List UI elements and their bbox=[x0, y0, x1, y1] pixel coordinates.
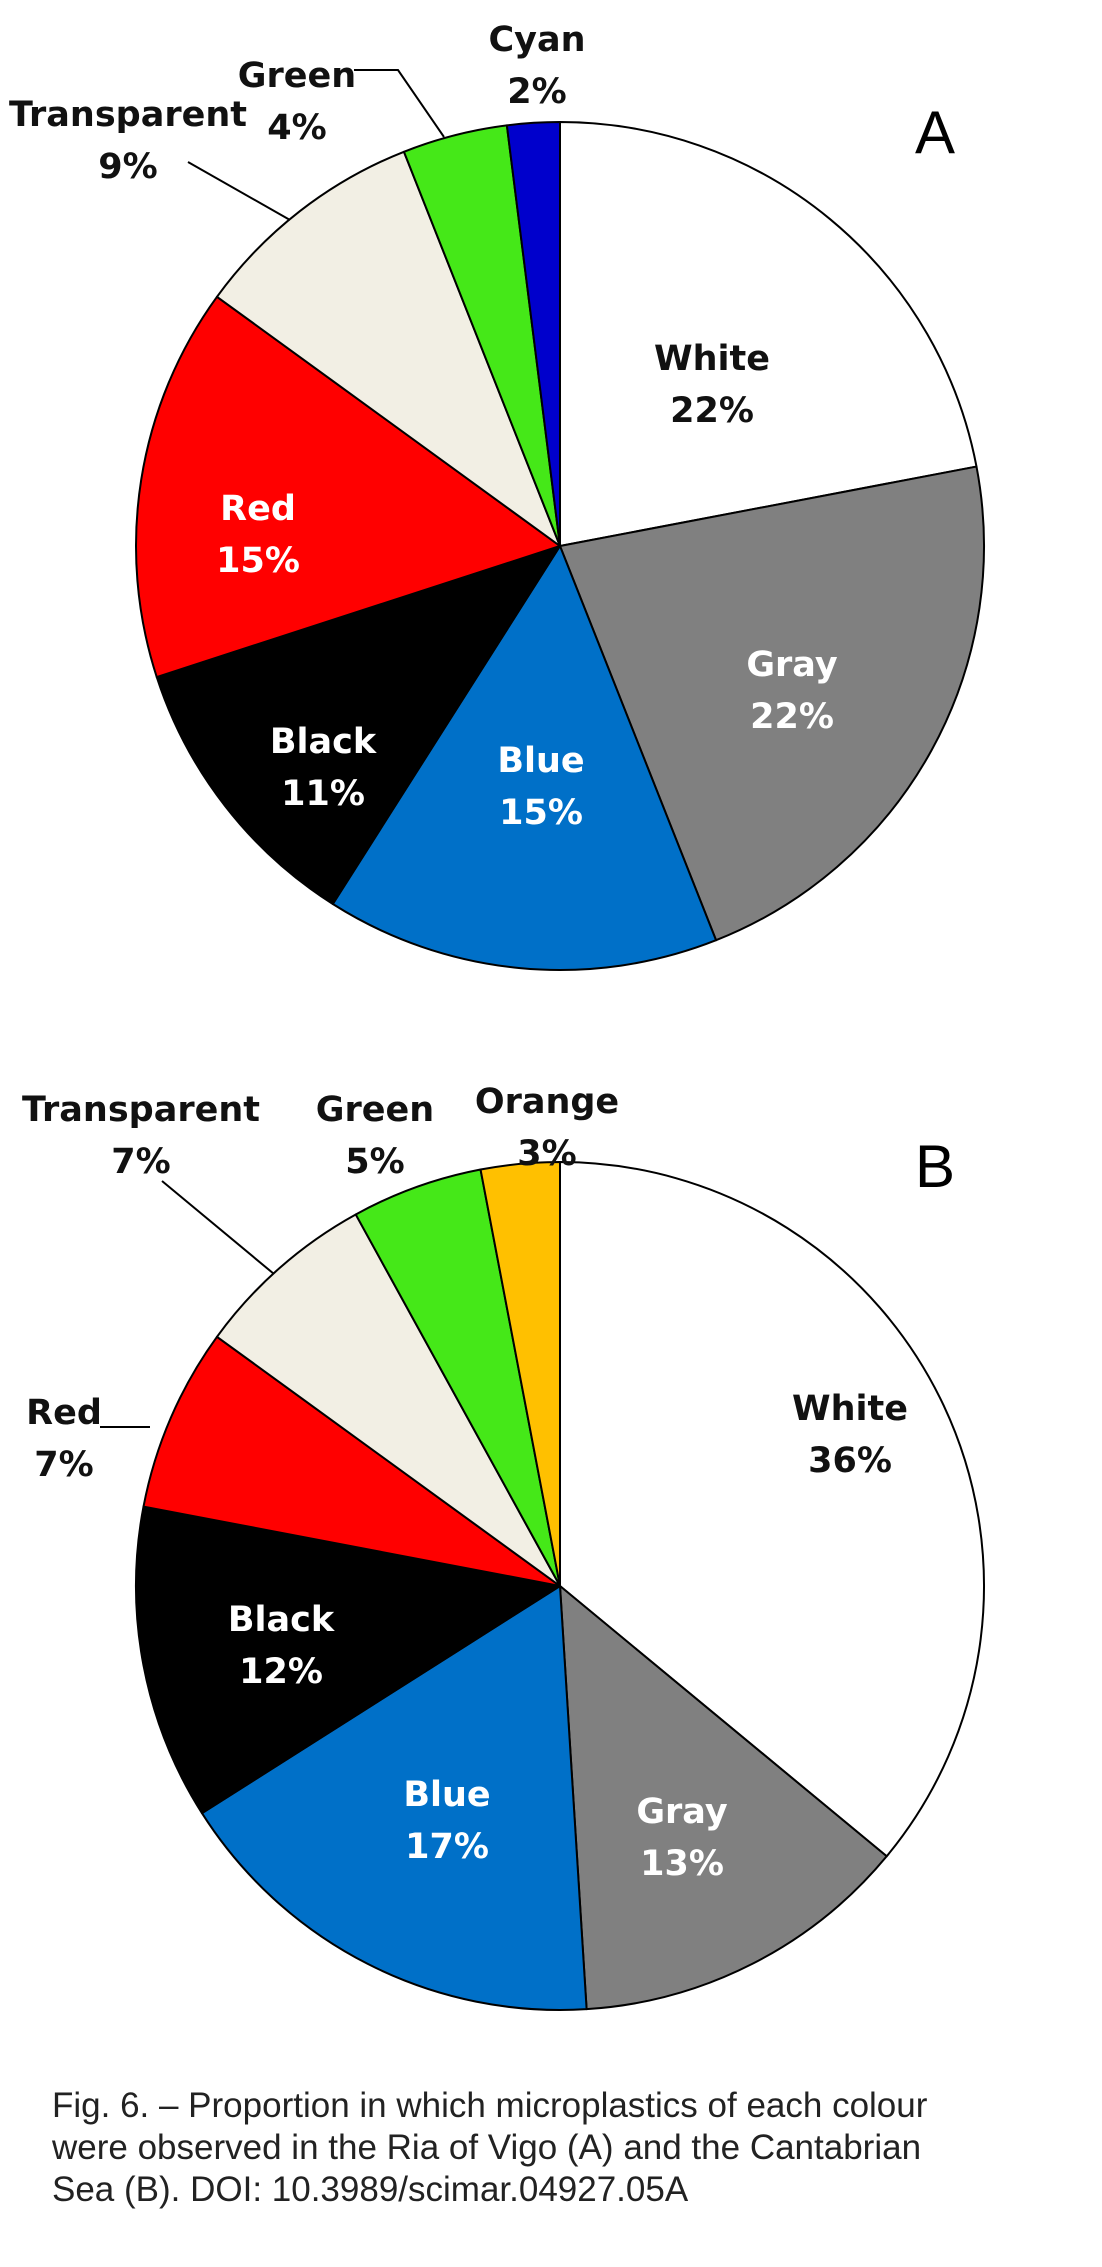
pie-slice-orange bbox=[479, 1161, 561, 1587]
pie-slice-gray bbox=[559, 1585, 888, 2011]
leader-line-transparent bbox=[187, 161, 291, 221]
pie-slice-red bbox=[142, 1335, 561, 1587]
slice-label-red: Red 15% bbox=[216, 489, 300, 581]
pie-slice-transparent bbox=[215, 150, 561, 547]
pie-slice-gray bbox=[559, 465, 985, 942]
pie-slice-blue bbox=[331, 545, 718, 971]
leader-line-green bbox=[354, 69, 445, 138]
pie-slice-black bbox=[135, 1505, 561, 1815]
pie-slice-white bbox=[559, 1161, 985, 1858]
pie-labels-b: White 36% Gray 13% Blue 17% Black 12% Red 7% Trans… bbox=[22, 1082, 908, 1884]
slice-label-green: Green 5% bbox=[316, 1090, 434, 1182]
caption-line: were observed in the Ria of Vigo (A) and… bbox=[52, 2128, 922, 2167]
pie-slice-white bbox=[559, 121, 978, 547]
slice-label-blue: Blue 15% bbox=[497, 741, 584, 833]
slice-label-cyan: Cyan 2% bbox=[488, 20, 585, 112]
slice-label-white: White 36% bbox=[792, 1389, 908, 1481]
slice-label-gray: Gray 13% bbox=[636, 1792, 728, 1884]
figure-caption: Fig. 6. – Proportion in which microplast… bbox=[52, 2085, 1072, 2211]
leader-line-transparent bbox=[161, 1180, 275, 1275]
pie-slice-black bbox=[155, 545, 561, 905]
caption-line: Sea (B). DOI: 10.3989/scimar.04927.05A bbox=[52, 2170, 689, 2209]
slice-label-gray: Gray 22% bbox=[746, 645, 838, 737]
slice-label-transparent: Transparent 7% bbox=[22, 1090, 260, 1182]
slice-label-white: White 22% bbox=[654, 339, 770, 431]
slice-label-orange: Orange 3% bbox=[475, 1082, 619, 1174]
pie-chart-b bbox=[135, 1161, 985, 2011]
slice-label-green: Green 4% bbox=[238, 56, 356, 148]
slice-label-black: Black 12% bbox=[228, 1600, 335, 1692]
slice-label-transparent: Transparent 9% bbox=[9, 95, 247, 187]
pie-labels-a: White 22% Gray 22% Blue 15% Black 11% Red 15% Tran… bbox=[9, 20, 838, 833]
caption-line: Fig. 6. – Proportion in which microplast… bbox=[52, 2086, 928, 2125]
pie-slice-blue bbox=[201, 1585, 588, 2011]
panel-label-b: B bbox=[915, 1133, 955, 1200]
slice-label-black: Black 11% bbox=[270, 722, 377, 814]
panel-label-a: A bbox=[915, 99, 955, 166]
pie-slice-transparent bbox=[215, 1213, 561, 1587]
slice-label-red: Red 7% bbox=[26, 1393, 102, 1485]
pie-chart-a bbox=[135, 121, 985, 971]
pie-slice-red bbox=[135, 295, 561, 679]
slice-label-blue: Blue 17% bbox=[403, 1775, 490, 1867]
pie-slice-cyan bbox=[505, 121, 561, 547]
